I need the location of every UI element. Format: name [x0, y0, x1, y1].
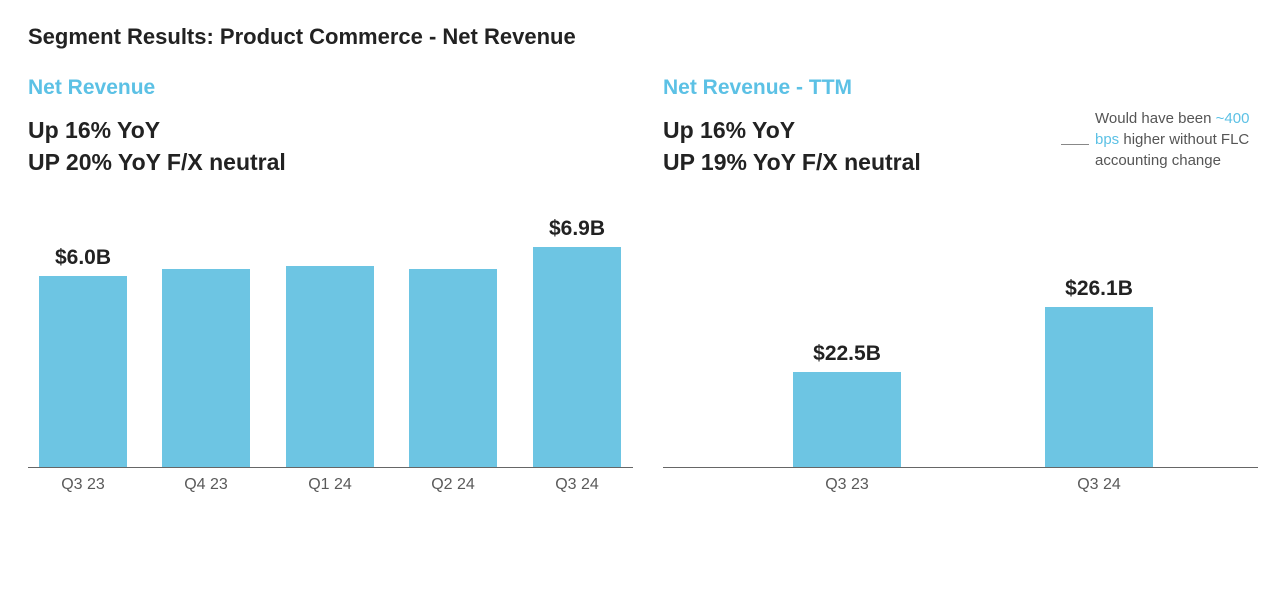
chart-left-area: $6.0B $6.9B [28, 248, 633, 468]
bar-value-label: $22.5B [813, 342, 881, 366]
metric-left-line1: Up 16% YoY [28, 114, 633, 146]
chart-left: $6.0B $6.9B Q3 23 Q4 23 Q1 24 Q2 24 Q3 24 [28, 248, 633, 498]
bar: $6.0B [39, 276, 127, 467]
annotation-post: higher without FLC accounting change [1095, 131, 1249, 169]
section-title-left: Net Revenue [28, 76, 633, 100]
page-root: Segment Results: Product Commerce - Net … [0, 0, 1280, 498]
bar-value-label: $6.0B [55, 246, 111, 270]
x-axis-label: Q1 24 [308, 476, 352, 494]
bar: $22.5B [793, 372, 901, 467]
bar-value-label: $6.9B [549, 217, 605, 241]
x-axis-label: Q3 23 [61, 476, 105, 494]
x-axis-label: Q3 24 [1077, 476, 1121, 494]
chart-right-xlabels: Q3 23 Q3 24 [663, 468, 1258, 498]
x-axis-label: Q3 24 [555, 476, 599, 494]
section-title-right: Net Revenue - TTM [663, 76, 1258, 100]
bar [286, 266, 374, 467]
x-axis-label: Q2 24 [431, 476, 475, 494]
bar: $6.9B [533, 247, 621, 467]
annotation-pre: Would have been [1095, 110, 1216, 127]
chart-right-area: $22.5B $26.1B [663, 248, 1258, 468]
chart-right: $22.5B $26.1B Q3 23 Q3 24 [663, 248, 1258, 498]
metric-left-line2: UP 20% YoY F/X neutral [28, 146, 633, 178]
panel-net-revenue: Net Revenue Up 16% YoY UP 20% YoY F/X ne… [28, 76, 633, 498]
x-axis-label: Q3 23 [825, 476, 869, 494]
annotation-note: Would have been ~400 bps higher without … [1095, 108, 1255, 171]
annotation-connector [1061, 144, 1089, 145]
bar-value-label: $26.1B [1065, 277, 1133, 301]
bar: $26.1B [1045, 307, 1153, 467]
page-title: Segment Results: Product Commerce - Net … [28, 24, 1252, 50]
panels: Net Revenue Up 16% YoY UP 20% YoY F/X ne… [28, 76, 1252, 498]
x-axis-label: Q4 23 [184, 476, 228, 494]
panel-net-revenue-ttm: Net Revenue - TTM Up 16% YoY UP 19% YoY … [663, 76, 1258, 498]
bar [162, 269, 250, 467]
chart-left-xlabels: Q3 23 Q4 23 Q1 24 Q2 24 Q3 24 [28, 468, 633, 498]
bar [409, 269, 497, 467]
